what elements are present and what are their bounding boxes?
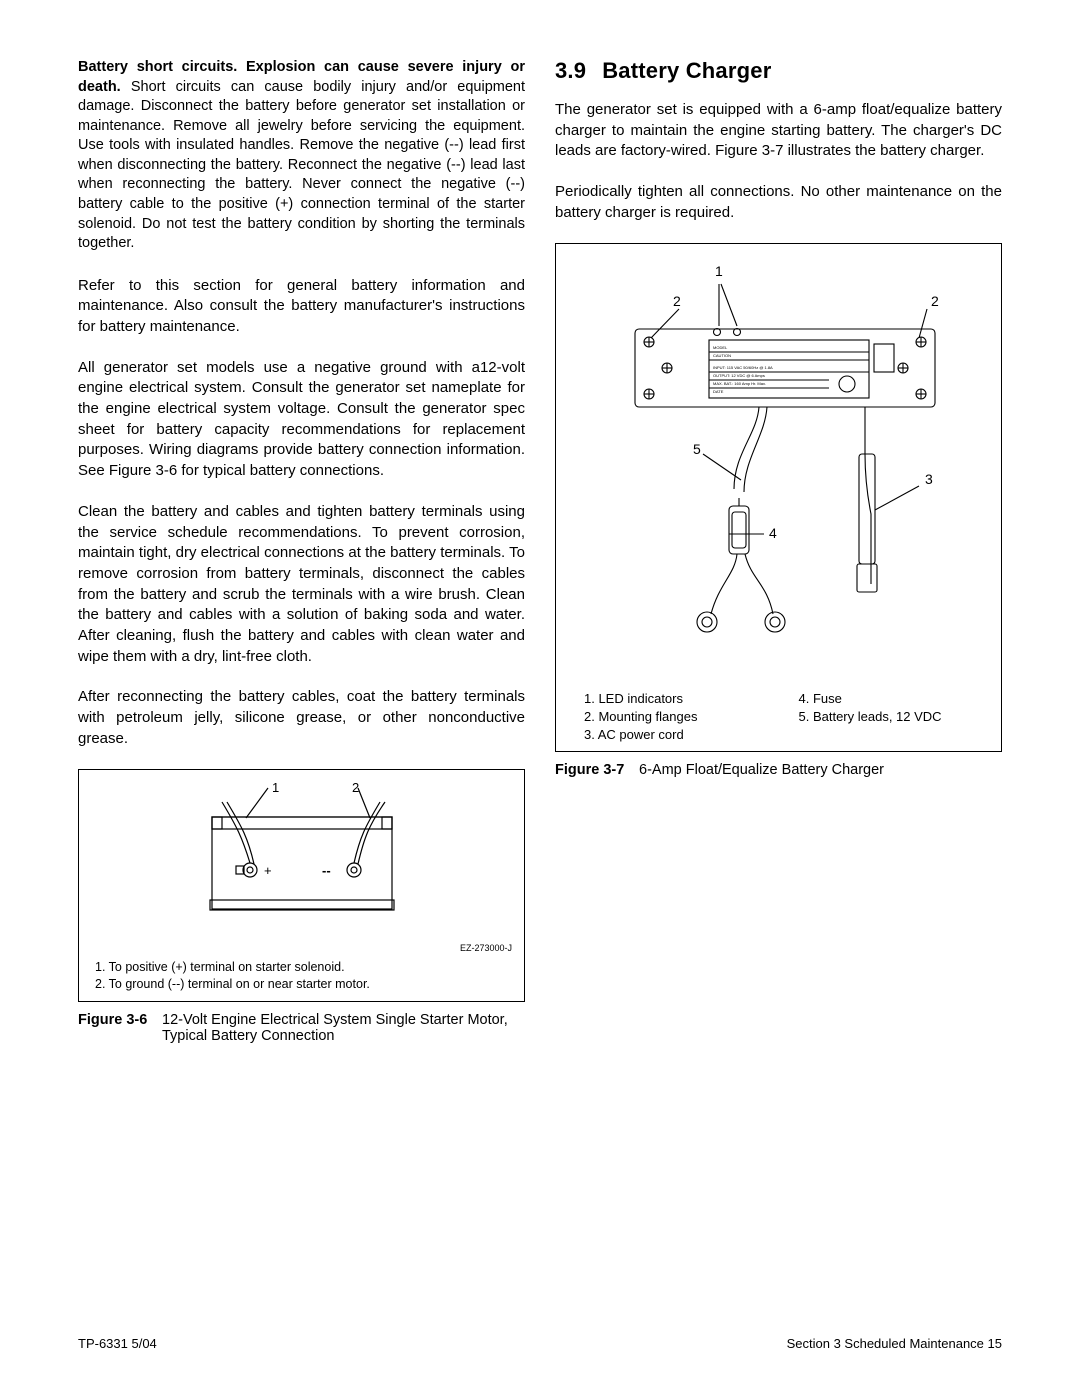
svg-text:MODEL: MODEL — [713, 345, 728, 350]
fig36-caption-text: 12-Volt Engine Electrical System Single … — [162, 1012, 525, 1044]
figure-3-6-box: 1 2 + -- EZ-273000-J 1. To positive (+) … — [78, 769, 525, 1002]
fig37-caption-label: Figure 3-7 — [555, 762, 639, 778]
fig37-legR2: 5. Battery leads, 12 VDC — [799, 708, 974, 726]
figure-3-7-box: 1 2 2 3 4 5 MODEL CAUTION INPUT: 115 VAC… — [555, 243, 1002, 752]
left-p4: After reconnecting the battery cables, c… — [78, 687, 525, 749]
page: Battery short circuits. Explosion can ca… — [0, 0, 1080, 1397]
section-title: Battery Charger — [602, 58, 771, 83]
two-column-layout: Battery short circuits. Explosion can ca… — [78, 58, 1002, 1044]
section-heading: 3.9 Battery Charger — [555, 58, 1002, 84]
fig37-legend-left: 1. LED indicators 2. Mounting flanges 3.… — [584, 690, 759, 743]
fig36-code: EZ-273000-J — [89, 943, 512, 953]
fig37-legL3: 3. AC power cord — [584, 726, 759, 744]
fig37-legL2: 2. Mounting flanges — [584, 708, 759, 726]
fig37-n2l: 2 — [673, 293, 681, 309]
fig37-caption-text: 6-Amp Float/Equalize Battery Charger — [639, 762, 1002, 778]
fig36-caption-label: Figure 3-6 — [78, 1012, 162, 1044]
fig37-legend-right: 4. Fuse 5. Battery leads, 12 VDC — [799, 690, 974, 743]
fig36-callout-1: 1 — [272, 782, 279, 795]
left-p2: All generator set models use a negative … — [78, 358, 525, 482]
page-footer: TP-6331 5/04 Section 3 Scheduled Mainten… — [78, 1336, 1002, 1351]
fig37-n2r: 2 — [931, 293, 939, 309]
figure-3-6-diagram: 1 2 + -- — [142, 782, 462, 937]
fig37-n1: 1 — [715, 263, 723, 279]
left-p1: Refer to this section for general batter… — [78, 276, 525, 338]
warning-rest: Short circuits can cause bodily injury a… — [78, 79, 525, 252]
left-column: Battery short circuits. Explosion can ca… — [78, 58, 525, 1044]
svg-text:DATE: DATE — [713, 389, 724, 394]
fig37-legR1: 4. Fuse — [799, 690, 974, 708]
fig37-legL1: 1. LED indicators — [584, 690, 759, 708]
fig37-n4: 4 — [769, 525, 777, 541]
fig36-minus: -- — [322, 863, 331, 878]
figure-3-7-diagram: 1 2 2 3 4 5 MODEL CAUTION INPUT: 115 VAC… — [569, 254, 989, 684]
fig36-leg1: 1. To positive (+) terminal on starter s… — [95, 959, 508, 976]
fig36-plus: + — [264, 863, 272, 878]
right-column: 3.9 Battery Charger The generator set is … — [555, 58, 1002, 1044]
section-number: 3.9 — [555, 58, 586, 84]
right-p1: The generator set is equipped with a 6-a… — [555, 100, 1002, 162]
left-p3: Clean the battery and cables and tighten… — [78, 502, 525, 668]
right-p2: Periodically tighten all connections. No… — [555, 182, 1002, 223]
fig37-n5: 5 — [693, 441, 701, 457]
svg-text:MAX. BAT.: 160 Amp Hr. Max.: MAX. BAT.: 160 Amp Hr. Max. — [713, 381, 766, 386]
warning-paragraph: Battery short circuits. Explosion can ca… — [78, 58, 525, 254]
fig36-callout-2: 2 — [352, 782, 359, 795]
fig36-caption: Figure 3-6 12-Volt Engine Electrical Sys… — [78, 1012, 525, 1044]
fig36-leg2: 2. To ground (--) terminal on or near st… — [95, 976, 508, 993]
fig37-caption: Figure 3-7 6-Amp Float/Equalize Battery … — [555, 762, 1002, 778]
svg-text:OUTPUT: 12 VDC @ 6 Amps: OUTPUT: 12 VDC @ 6 Amps — [713, 373, 765, 378]
fig37-n3: 3 — [925, 471, 933, 487]
footer-right: Section 3 Scheduled Maintenance 15 — [787, 1336, 1002, 1351]
svg-text:INPUT: 115 VAC 50/60Hz @ 1.8A: INPUT: 115 VAC 50/60Hz @ 1.8A — [713, 365, 773, 370]
svg-text:CAUTION: CAUTION — [713, 353, 731, 358]
footer-left: TP-6331 5/04 — [78, 1336, 157, 1351]
fig36-legend: 1. To positive (+) terminal on starter s… — [89, 959, 514, 993]
fig37-legend: 1. LED indicators 2. Mounting flanges 3.… — [566, 684, 991, 743]
